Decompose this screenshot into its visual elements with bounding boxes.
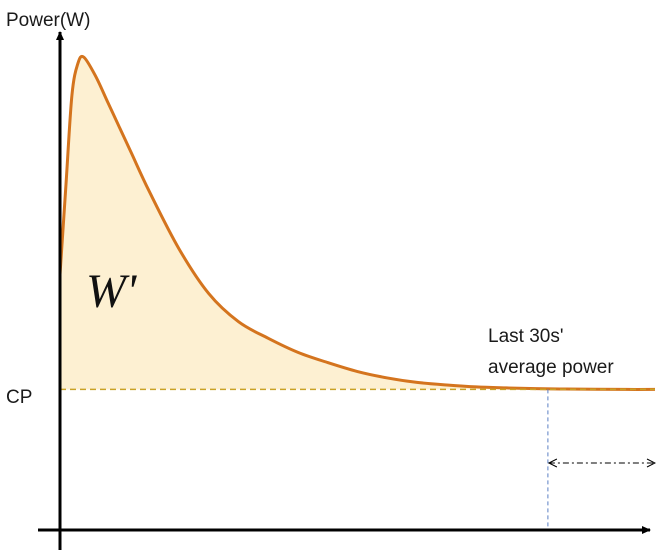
w-prime-area xyxy=(60,56,655,390)
annotation-line-2: average power xyxy=(488,357,614,378)
cp-label: CP xyxy=(6,387,32,408)
annotation-line-1: Last 30s' xyxy=(488,326,563,347)
power-curve xyxy=(58,54,656,391)
y-axis-label: Power(W) xyxy=(6,10,90,31)
w-prime-label: W' xyxy=(86,265,137,318)
